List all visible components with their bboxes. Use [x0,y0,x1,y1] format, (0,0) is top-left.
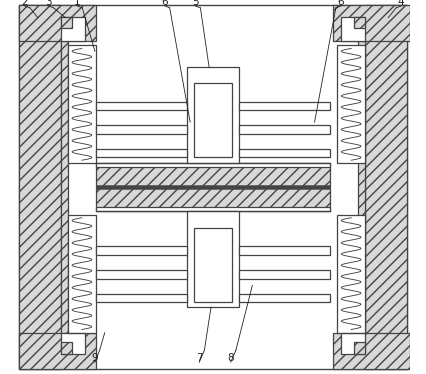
Bar [239,125,330,134]
Bar [60,17,85,42]
Text: 6: 6 [161,0,168,7]
Text: 8: 8 [227,353,234,363]
Bar [195,83,231,157]
Bar [60,16,72,28]
Text: 6: 6 [338,0,344,7]
Bar [337,215,366,332]
Bar [341,332,366,353]
Bar [96,294,187,302]
Bar [366,5,407,369]
Bar [96,188,330,211]
Bar [341,17,366,42]
Bar [333,5,410,42]
Bar [341,332,366,353]
Bar [239,270,330,279]
Bar [239,294,330,302]
Bar [60,17,85,42]
Text: 4: 4 [398,0,405,7]
Bar [96,207,330,211]
Bar [19,332,96,369]
Bar [19,5,60,369]
Bar [187,211,239,307]
Bar [96,125,187,134]
Bar [96,163,330,186]
Bar [187,67,239,163]
Text: 3: 3 [45,0,52,7]
Bar [354,342,366,353]
Bar [354,16,366,28]
Bar [358,42,366,332]
Bar [337,45,366,163]
Text: 5: 5 [192,0,199,7]
Bar [333,332,410,369]
Bar [60,332,85,353]
Text: 9: 9 [92,353,98,363]
Bar [96,149,187,157]
Bar [96,163,330,167]
Bar [68,215,96,332]
Bar [60,342,72,353]
Bar [341,17,366,42]
Bar [239,149,330,157]
Bar [96,246,187,255]
Text: 2: 2 [21,0,28,7]
Text: 7: 7 [196,353,202,363]
Bar [60,42,68,332]
Text: 1: 1 [74,0,81,7]
Bar [195,229,231,302]
Bar [239,102,330,110]
Bar [19,5,96,42]
Bar [96,270,187,279]
Bar [239,246,330,255]
Bar [96,102,187,110]
Bar [68,45,96,163]
Bar [60,332,85,353]
